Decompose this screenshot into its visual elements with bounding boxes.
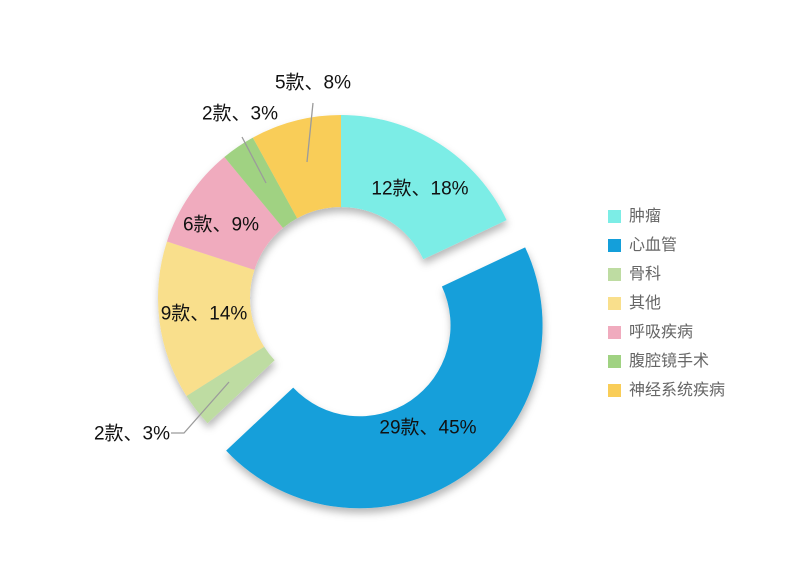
slice-labels-group: 12款、18% 29款、45% 2款、3% 9款、14% 6款、9% 2款、3% 5款、8%: [94, 72, 477, 445]
legend-label-respiratory-disease: 呼吸疾病: [629, 323, 694, 341]
legend-swatch-orthopedics: [608, 268, 621, 281]
leader-line-2: [171, 381, 230, 434]
pie-slice-5: [224, 137, 298, 228]
legend-label-cardiovascular: 心血管: [629, 236, 678, 254]
pie-slice-3: [158, 241, 265, 397]
slice-label-0: 12款、18%: [371, 178, 468, 200]
leader-line-6: [306, 102, 314, 163]
legend-label-nervous-system-disease: 神经系统疾病: [629, 381, 726, 399]
pie-slice-4: [166, 157, 283, 270]
legend-item-nervous-system-disease: 神经系统疾病: [608, 376, 725, 405]
slice-label-5: 2款、3%: [202, 103, 278, 125]
legend-swatch-tumor: [608, 210, 621, 223]
legend-swatch-cardiovascular: [608, 239, 621, 252]
leader-lines-group: [171, 102, 314, 434]
slice-label-3: 9款、14%: [161, 303, 248, 325]
slice-label-6: 5款、8%: [275, 72, 351, 94]
chart-legend: 肿瘤 心血管 骨科 其他 呼吸疾病 腹腔镜手术 神经系统疾病: [608, 202, 725, 405]
legend-item-laparoscopic-surgery: 腹腔镜手术: [608, 347, 725, 376]
legend-label-tumor: 肿瘤: [629, 207, 662, 225]
legend-label-other: 其他: [629, 294, 662, 312]
legend-swatch-laparoscopic-surgery: [608, 355, 621, 368]
legend-item-respiratory-disease: 呼吸疾病: [608, 318, 725, 347]
slice-label-4: 6款、9%: [183, 214, 259, 236]
slice-label-2: 2款、3%: [94, 423, 170, 445]
legend-swatch-respiratory-disease: [608, 326, 621, 339]
legend-item-orthopedics: 骨科: [608, 260, 725, 289]
pie-slice-2: [186, 346, 275, 424]
legend-swatch-nervous-system-disease: [608, 384, 621, 397]
pie-slice-6: [252, 115, 341, 219]
legend-label-orthopedics: 骨科: [629, 265, 662, 283]
pie-slices-group: [158, 115, 543, 509]
legend-item-cardiovascular: 心血管: [608, 231, 725, 260]
legend-label-laparoscopic-surgery: 腹腔镜手术: [629, 352, 710, 370]
legend-item-tumor: 肿瘤: [608, 202, 725, 231]
slice-label-1: 29款、45%: [379, 417, 476, 439]
pie-slice-1: [226, 247, 543, 509]
pie-slice-0: [341, 115, 507, 260]
legend-swatch-other: [608, 297, 621, 310]
leader-line-5: [241, 136, 267, 184]
legend-item-other: 其他: [608, 289, 725, 318]
